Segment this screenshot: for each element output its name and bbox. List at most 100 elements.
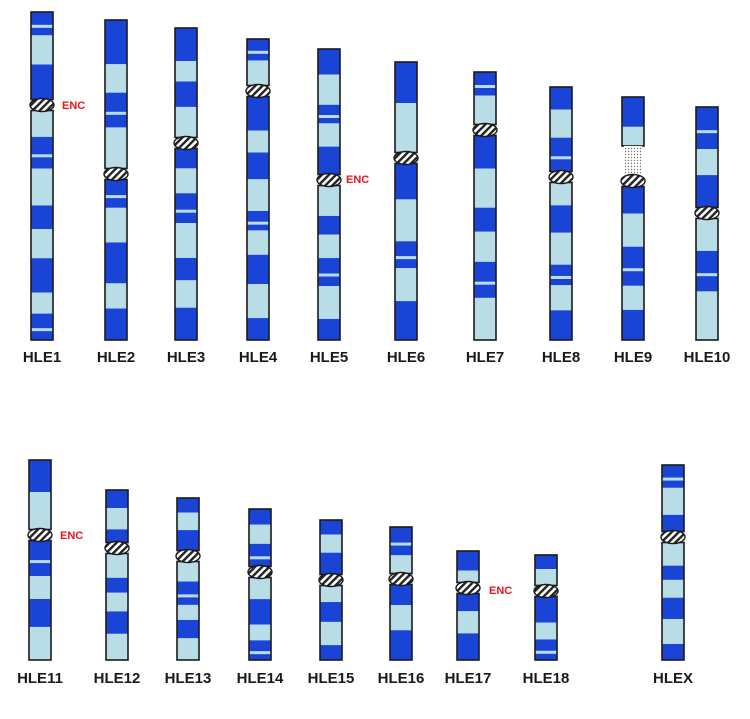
q-arm-band-2 <box>175 168 197 194</box>
q-arm-band-5 <box>175 257 197 281</box>
chromosome-hle7: HLE7 <box>466 71 504 366</box>
p-arm-band-1 <box>457 551 479 571</box>
q-arm-band-4 <box>318 258 340 287</box>
p-arm-band-4 <box>105 127 127 169</box>
enc-annotation: ENC <box>60 530 83 542</box>
q-arm-band-2 <box>662 565 684 580</box>
chromosome-label: HLE9 <box>614 349 652 366</box>
q-arm-band-3 <box>390 630 412 660</box>
centromere <box>548 169 574 185</box>
q-arm-band-5 <box>395 301 417 340</box>
chromosome-hle10: HLE10 <box>684 106 731 366</box>
p-arm-band-3 <box>177 530 199 551</box>
chromosome-label: HLE5 <box>310 349 348 366</box>
p-arm-band-1 <box>31 12 53 36</box>
p-arm-band-1 <box>550 87 572 110</box>
chromosome-label: HLE17 <box>445 670 492 687</box>
q-arm-subband <box>474 281 496 285</box>
q-arm-band-2 <box>105 207 127 243</box>
q-arm-band-1 <box>622 186 644 214</box>
q-arm-band-3 <box>535 639 557 660</box>
q-arm-band-3 <box>320 621 342 646</box>
q-arm-band-5 <box>177 638 199 660</box>
p-arm-subband <box>247 50 269 54</box>
q-arm-band-1 <box>318 185 340 216</box>
q-arm-band-2 <box>320 602 342 622</box>
p-arm-band-1 <box>474 72 496 96</box>
q-arm-band-1 <box>177 561 199 582</box>
q-arm-band-4 <box>31 205 53 230</box>
p-arm-band-4 <box>318 123 340 147</box>
q-arm-band-5 <box>622 309 644 340</box>
chromosome-label: HLE15 <box>308 670 355 687</box>
centromere <box>245 83 271 99</box>
q-arm-subband <box>395 256 417 260</box>
q-arm-band-4 <box>175 223 197 258</box>
chromosome-label: HLE11 <box>17 670 63 687</box>
q-arm-band-4 <box>622 285 644 310</box>
q-arm-band-5 <box>550 285 572 311</box>
q-arm-band-3 <box>457 633 479 660</box>
p-arm-band-1 <box>390 527 412 556</box>
centromere <box>694 205 720 221</box>
chromosome-label: HLE10 <box>684 349 731 366</box>
q-arm-band-6 <box>31 258 53 293</box>
chromosome-label: HLE6 <box>387 349 425 366</box>
q-arm-band-5 <box>106 633 128 660</box>
chromosome-hle15: HLE15 <box>308 519 355 687</box>
q-arm-band-3 <box>106 592 128 612</box>
chromosome-hle6: HLE6 <box>387 61 425 366</box>
p-arm-band-3 <box>318 104 340 124</box>
q-arm-subband <box>249 651 271 655</box>
q-arm-band-4 <box>105 283 127 309</box>
centromere <box>620 173 646 189</box>
q-arm-band-9 <box>247 318 269 340</box>
chromosome-set: HLE1 ENC HLE2 HLE3 HLE4 HLE5 ENC HLE6 HLE7 HLE8 HL… <box>17 11 731 687</box>
p-arm-band-2 <box>29 492 51 530</box>
chromosome-hle3: HLE3 <box>167 27 205 366</box>
chromosome-hle14: HLE14 <box>237 508 284 687</box>
enc-annotation: ENC <box>489 585 512 597</box>
q-arm-subband <box>535 650 557 654</box>
chromosome-label: HLE7 <box>466 349 504 366</box>
p-arm-subband <box>390 542 412 546</box>
p-arm-band-5 <box>318 146 340 175</box>
q-arm-band-4 <box>247 179 269 211</box>
chromosome-hle9: HLE9 <box>614 96 652 366</box>
q-arm-band-1 <box>105 179 127 208</box>
p-arm-band-2 <box>175 61 197 82</box>
q-arm-subband <box>177 594 199 598</box>
centromere <box>29 97 55 113</box>
p-arm-subband <box>249 556 271 560</box>
centromere <box>660 529 686 545</box>
q-arm-band-2 <box>395 199 417 242</box>
q-arm-band-1 <box>106 553 128 578</box>
q-arm-band-1 <box>550 182 572 206</box>
q-arm-band-6 <box>175 280 197 308</box>
p-arm-band-1 <box>29 460 51 493</box>
q-arm-band-8 <box>31 313 53 340</box>
chromosome-label: HLE14 <box>237 670 284 687</box>
p-arm-band-1 <box>535 555 557 570</box>
q-arm-band-5 <box>474 261 496 298</box>
centromere <box>173 135 199 151</box>
q-arm-band-1 <box>390 584 412 606</box>
q-arm-band-4 <box>395 268 417 302</box>
q-arm-band-3 <box>622 246 644 286</box>
q-arm-band-3 <box>318 234 340 259</box>
q-arm-band-4 <box>662 597 684 620</box>
q-arm-band-2 <box>29 576 51 599</box>
chromosome-hle1: HLE1 ENC <box>23 11 85 366</box>
q-arm-band-1 <box>662 542 684 566</box>
p-arm-band-2 <box>535 569 557 586</box>
p-arm-band-2 <box>390 555 412 574</box>
p-arm-band-2 <box>550 109 572 138</box>
q-arm-band-2 <box>177 581 199 605</box>
p-arm-band-1 <box>105 20 127 65</box>
q-arm-subband <box>29 560 51 564</box>
q-arm-band-3 <box>177 604 199 620</box>
q-arm-band-6 <box>662 643 684 660</box>
q-arm-band-1 <box>29 540 51 577</box>
q-arm-band-5 <box>31 229 53 259</box>
centromere <box>175 548 201 564</box>
